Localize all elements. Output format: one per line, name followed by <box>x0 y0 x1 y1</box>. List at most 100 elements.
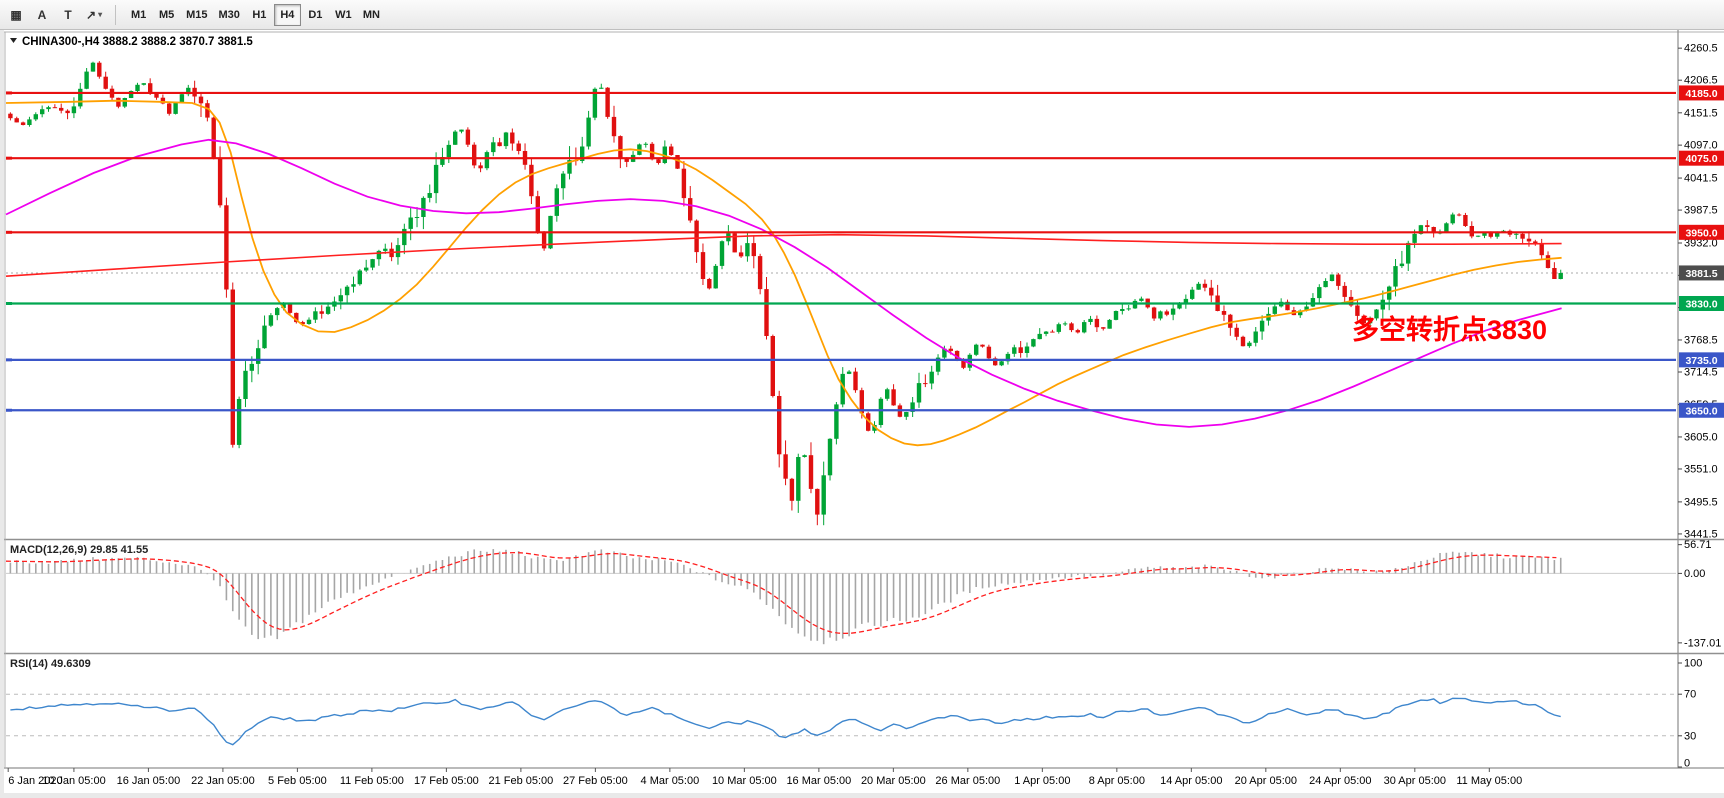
macd-histogram <box>9 549 1562 645</box>
svg-text:6 Jan 2020: 6 Jan 2020 <box>8 775 62 787</box>
svg-text:30: 30 <box>1684 730 1696 742</box>
timeframe-button-m15[interactable]: M15 <box>181 4 212 26</box>
level-anchor-icon <box>6 91 12 95</box>
svg-text:24 Apr 05:00: 24 Apr 05:00 <box>1309 775 1371 787</box>
timeframe-button-m1[interactable]: M1 <box>125 4 152 26</box>
svg-text:3735.0: 3735.0 <box>1685 355 1717 367</box>
level-anchor-icon <box>6 358 12 362</box>
svg-text:4151.5: 4151.5 <box>1684 107 1718 119</box>
timeframe-button-d1[interactable]: D1 <box>302 4 329 26</box>
svg-text:3768.5: 3768.5 <box>1684 334 1718 346</box>
price-badge-3735.0 <box>1679 352 1724 368</box>
label-tool-button[interactable]: T <box>56 4 80 26</box>
annotation-text[interactable]: 多空转折点3830 <box>1352 314 1547 345</box>
svg-text:16 Mar 05:00: 16 Mar 05:00 <box>786 775 851 787</box>
price-badge-3830.0 <box>1679 295 1724 311</box>
svg-text:4041.5: 4041.5 <box>1684 173 1718 185</box>
timeframe-button-m5[interactable]: M5 <box>153 4 180 26</box>
svg-text:3881.5: 3881.5 <box>1685 268 1717 280</box>
svg-text:20 Apr 05:00: 20 Apr 05:00 <box>1235 775 1297 787</box>
timeframe-button-h1[interactable]: H1 <box>246 4 273 26</box>
price-axis[interactable]: 4260.5 4206.5 4151.5 4097.0 4041.5 3987.5 3932… <box>1678 43 1721 770</box>
svg-text:0.00: 0.00 <box>1684 568 1705 580</box>
svg-text:100: 100 <box>1684 658 1702 670</box>
price-badge-3950.0 <box>1679 224 1724 240</box>
timeframe-button-mn[interactable]: MN <box>358 4 385 26</box>
svg-text:14 Apr 05:00: 14 Apr 05:00 <box>1160 775 1222 787</box>
svg-text:27 Feb 05:00: 27 Feb 05:00 <box>563 775 628 787</box>
svg-text:3987.5: 3987.5 <box>1684 205 1718 217</box>
svg-text:4260.5: 4260.5 <box>1684 43 1718 55</box>
svg-text:4097.0: 4097.0 <box>1684 140 1718 152</box>
svg-text:0: 0 <box>1684 758 1690 770</box>
price-badge-4185.0 <box>1679 85 1724 101</box>
svg-text:3605.0: 3605.0 <box>1684 431 1718 443</box>
svg-text:3714.5: 3714.5 <box>1684 367 1718 379</box>
level-anchor-icon <box>6 156 12 160</box>
svg-text:16 Jan 05:00: 16 Jan 05:00 <box>117 775 181 787</box>
svg-text:4206.5: 4206.5 <box>1684 75 1718 87</box>
tile-windows-button[interactable]: ▦ <box>4 4 28 26</box>
svg-text:3495.5: 3495.5 <box>1684 496 1718 508</box>
price-chart-svg[interactable]: 多空转折点3830 CHINA300-,H4 3888.2 3888.2 3870… <box>0 30 1724 793</box>
svg-text:21 Feb 05:00: 21 Feb 05:00 <box>488 775 553 787</box>
svg-text:4185.0: 4185.0 <box>1685 88 1717 100</box>
svg-text:3932.0: 3932.0 <box>1684 237 1718 249</box>
svg-text:4 Mar 05:00: 4 Mar 05:00 <box>641 775 700 787</box>
rsi-line <box>10 697 1561 746</box>
price-badge-4075.0 <box>1679 150 1724 166</box>
svg-text:11 May 05:00: 11 May 05:00 <box>1456 775 1522 787</box>
panel-borders <box>4 30 1724 769</box>
timeframe-button-h4[interactable]: H4 <box>273 3 301 26</box>
svg-text:3441.5: 3441.5 <box>1684 528 1718 540</box>
svg-text:26 Mar 05:00: 26 Mar 05:00 <box>935 775 1000 787</box>
svg-text:3830.0: 3830.0 <box>1685 298 1717 310</box>
svg-text:3950.0: 3950.0 <box>1685 227 1717 239</box>
price-badge-3881.5 <box>1679 265 1724 281</box>
svg-text:22 Jan 05:00: 22 Jan 05:00 <box>191 775 255 787</box>
macd-panel: MACD(12,26,9) 29.85 41.55 <box>5 544 1676 645</box>
chart-area: 多空转折点3830 CHINA300-,H4 3888.2 3888.2 3870… <box>0 30 1724 793</box>
macd-label: MACD(12,26,9) 29.85 41.55 <box>10 544 148 556</box>
top-toolbar: ▦ A T ↗ ▾ M1 M5 M15 M30 H1 H4 D1 W1 MN <box>0 0 1724 30</box>
chart-title: CHINA300-,H4 3888.2 3888.2 3870.7 3881.5 <box>22 36 253 48</box>
macd-signal-line <box>5 551 1557 635</box>
arrows-tool-button[interactable]: ↗ ▾ <box>82 4 106 26</box>
svg-text:10 Jan 05:00: 10 Jan 05:00 <box>42 775 106 787</box>
timeframe-button-m30[interactable]: M30 <box>213 4 244 26</box>
svg-text:1 Apr 05:00: 1 Apr 05:00 <box>1014 775 1070 787</box>
svg-text:3650.0: 3650.0 <box>1685 405 1717 417</box>
svg-text:-137.01: -137.01 <box>1684 637 1721 649</box>
timeframe-group: M1 M5 M15 M30 H1 H4 D1 W1 MN <box>125 3 385 26</box>
level-anchor-icon <box>6 230 12 234</box>
svg-text:17 Feb 05:00: 17 Feb 05:00 <box>414 775 479 787</box>
svg-text:11 Feb 05:00: 11 Feb 05:00 <box>340 775 404 787</box>
text-tool-button[interactable]: A <box>30 4 54 26</box>
svg-text:10 Mar 05:00: 10 Mar 05:00 <box>712 775 777 787</box>
arrow-tool-icon: ↗ <box>86 7 97 22</box>
svg-text:20 Mar 05:00: 20 Mar 05:00 <box>861 775 926 787</box>
svg-text:56.71: 56.71 <box>1684 539 1712 551</box>
svg-text:30 Apr 05:00: 30 Apr 05:00 <box>1384 775 1446 787</box>
ma-fast-line <box>5 99 1562 447</box>
toolbar-separator <box>115 4 117 25</box>
svg-text:70: 70 <box>1684 689 1696 701</box>
chevron-down-icon: ▾ <box>98 10 103 19</box>
price-badge-3650.0 <box>1679 402 1724 418</box>
horizontal-levels <box>6 91 1676 412</box>
timeframe-button-w1[interactable]: W1 <box>330 4 357 26</box>
ma-slow-line <box>5 138 1562 428</box>
tile-windows-icon: ▦ <box>10 7 22 22</box>
svg-text:8 Apr 05:00: 8 Apr 05:00 <box>1089 775 1145 787</box>
svg-text:5 Feb 05:00: 5 Feb 05:00 <box>268 775 327 787</box>
level-anchor-icon <box>6 408 12 412</box>
svg-text:3551.0: 3551.0 <box>1684 463 1718 475</box>
ma-long-line <box>5 233 1562 277</box>
candlestick-series <box>8 61 1563 526</box>
symbol-dropdown-icon[interactable] <box>10 38 17 43</box>
main-price-panel: 多空转折点3830 CHINA300-,H4 3888.2 3888.2 3870… <box>5 36 1676 526</box>
svg-text:4075.0: 4075.0 <box>1685 153 1717 165</box>
price-badges: 4185.0 4075.0 3950.0 3881.5 3830.0 3735.0 3650… <box>1679 85 1724 418</box>
